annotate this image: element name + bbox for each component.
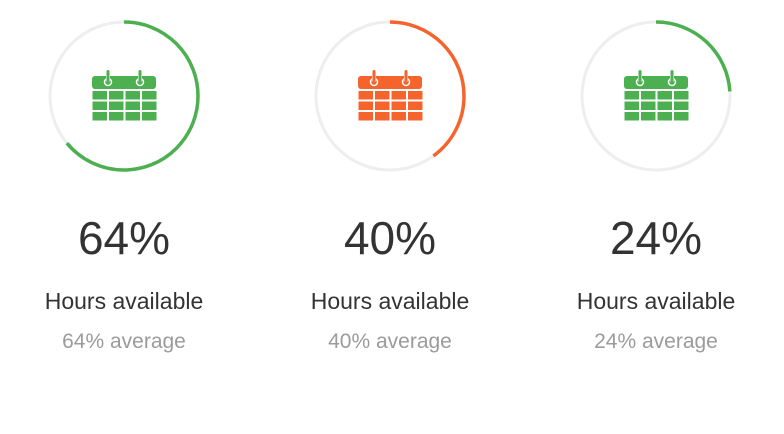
calendar-header <box>92 76 156 89</box>
stat-label: Hours available <box>44 288 204 314</box>
calendar-icon <box>92 70 157 121</box>
calendar-cell <box>109 101 124 110</box>
calendar-cell <box>358 101 373 110</box>
calendar-cell <box>391 112 406 121</box>
calendar-cell <box>92 112 107 121</box>
calendar-cell <box>641 91 656 100</box>
calendar-header <box>624 76 688 89</box>
calendar-cell <box>641 112 656 121</box>
calendar-cell <box>391 101 406 110</box>
stat-label: Hours available <box>310 288 470 314</box>
calendar-cell <box>375 101 390 110</box>
calendar-cell <box>624 91 639 100</box>
calendar-cell <box>125 91 140 100</box>
calendar-cell <box>109 112 124 121</box>
calendar-cell <box>624 101 639 110</box>
calendar-cell <box>391 91 406 100</box>
calendar-cell <box>408 112 423 121</box>
stat-subtext: 64% average <box>62 330 186 353</box>
calendar-cell <box>624 112 639 121</box>
stat-value: 64% <box>77 212 171 264</box>
calendar-ring <box>106 70 110 82</box>
calendar-cell <box>657 112 672 121</box>
calendar-cell <box>657 101 672 110</box>
progress-ring-arc <box>580 20 732 172</box>
stat-value: 24% <box>609 212 703 264</box>
progress-ring-arc <box>48 20 200 172</box>
calendar-cell <box>674 112 689 121</box>
calendar-icon <box>624 70 689 121</box>
progress-ring <box>314 20 466 172</box>
calendar-ring <box>670 70 674 82</box>
calendar-header <box>358 76 422 89</box>
calendar-ring <box>638 70 642 82</box>
calendar-cell <box>358 112 373 121</box>
calendar-ring <box>404 70 408 82</box>
stat-label: Hours available <box>576 288 736 314</box>
stat-card: 64% Hours available 64% average <box>4 0 244 434</box>
stat-card: 24% Hours available 24% average <box>536 0 776 434</box>
calendar-cell <box>375 112 390 121</box>
progress-ring <box>580 20 732 172</box>
calendar-cell <box>358 91 373 100</box>
calendar-cell <box>142 112 157 121</box>
stat-subtext: 24% average <box>594 330 718 353</box>
calendar-cell <box>375 91 390 100</box>
stat-card: 40% Hours available 40% average <box>270 0 510 434</box>
calendar-cell <box>674 91 689 100</box>
calendar-ring <box>138 70 142 82</box>
calendar-cell <box>641 101 656 110</box>
stat-subtext: 40% average <box>328 330 452 353</box>
progress-ring <box>48 20 200 172</box>
calendar-cell <box>109 91 124 100</box>
calendar-cell <box>92 101 107 110</box>
calendar-ring <box>372 70 376 82</box>
calendar-icon <box>358 70 423 121</box>
progress-ring-svg <box>48 20 200 172</box>
calendar-cell <box>142 101 157 110</box>
calendar-cell <box>92 91 107 100</box>
calendar-cell <box>408 101 423 110</box>
progress-ring-svg <box>580 20 732 172</box>
stat-value: 40% <box>343 212 437 264</box>
calendar-cell <box>408 91 423 100</box>
calendar-cell <box>657 91 672 100</box>
calendar-cell <box>125 112 140 121</box>
progress-ring-arc <box>314 20 466 172</box>
calendar-cell <box>142 91 157 100</box>
calendar-cell <box>125 101 140 110</box>
calendar-cell <box>674 101 689 110</box>
progress-ring-svg <box>314 20 466 172</box>
